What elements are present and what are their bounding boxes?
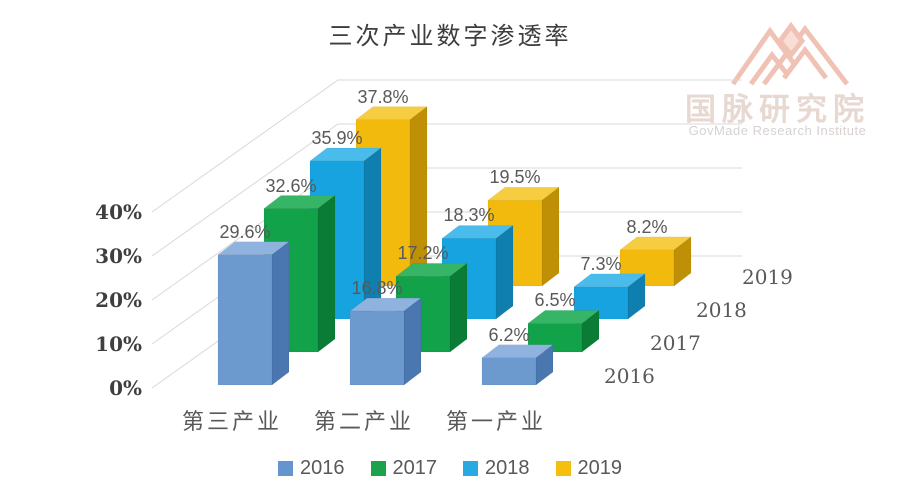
legend-item-2016: 2016	[278, 457, 345, 480]
gridline-30%	[151, 123, 742, 257]
watermark-org-name: 国脉研究院	[685, 92, 870, 128]
legend-label: 2019	[577, 457, 623, 479]
legend-swatch-icon	[370, 461, 386, 476]
legend-item-2017: 2017	[370, 457, 438, 480]
watermark: 国脉研究院 GovMade Research Institute	[660, 10, 900, 150]
legend-swatch-icon	[463, 461, 478, 476]
bar-2016-cat0	[217, 241, 290, 386]
legend-item-2019: 2019	[555, 457, 623, 480]
bar-2016-cat1	[349, 297, 422, 386]
chart-title: 三次产业数字渗透率	[328, 22, 572, 50]
govmade-logo-icon	[730, 21, 849, 86]
legend-label: 2018	[485, 457, 530, 479]
legend-label: 2017	[392, 457, 438, 479]
legend: 2016 2017 2018 2019	[0, 457, 900, 480]
bar-2016-cat2	[481, 344, 554, 386]
legend-item-2018: 2018	[463, 457, 530, 480]
watermark-org-subtitle: GovMade Research Institute	[688, 123, 867, 138]
legend-label: 2016	[300, 457, 345, 479]
legend-swatch-icon	[278, 461, 293, 476]
gridline-40%	[151, 79, 742, 213]
legend-swatch-icon	[555, 461, 571, 476]
